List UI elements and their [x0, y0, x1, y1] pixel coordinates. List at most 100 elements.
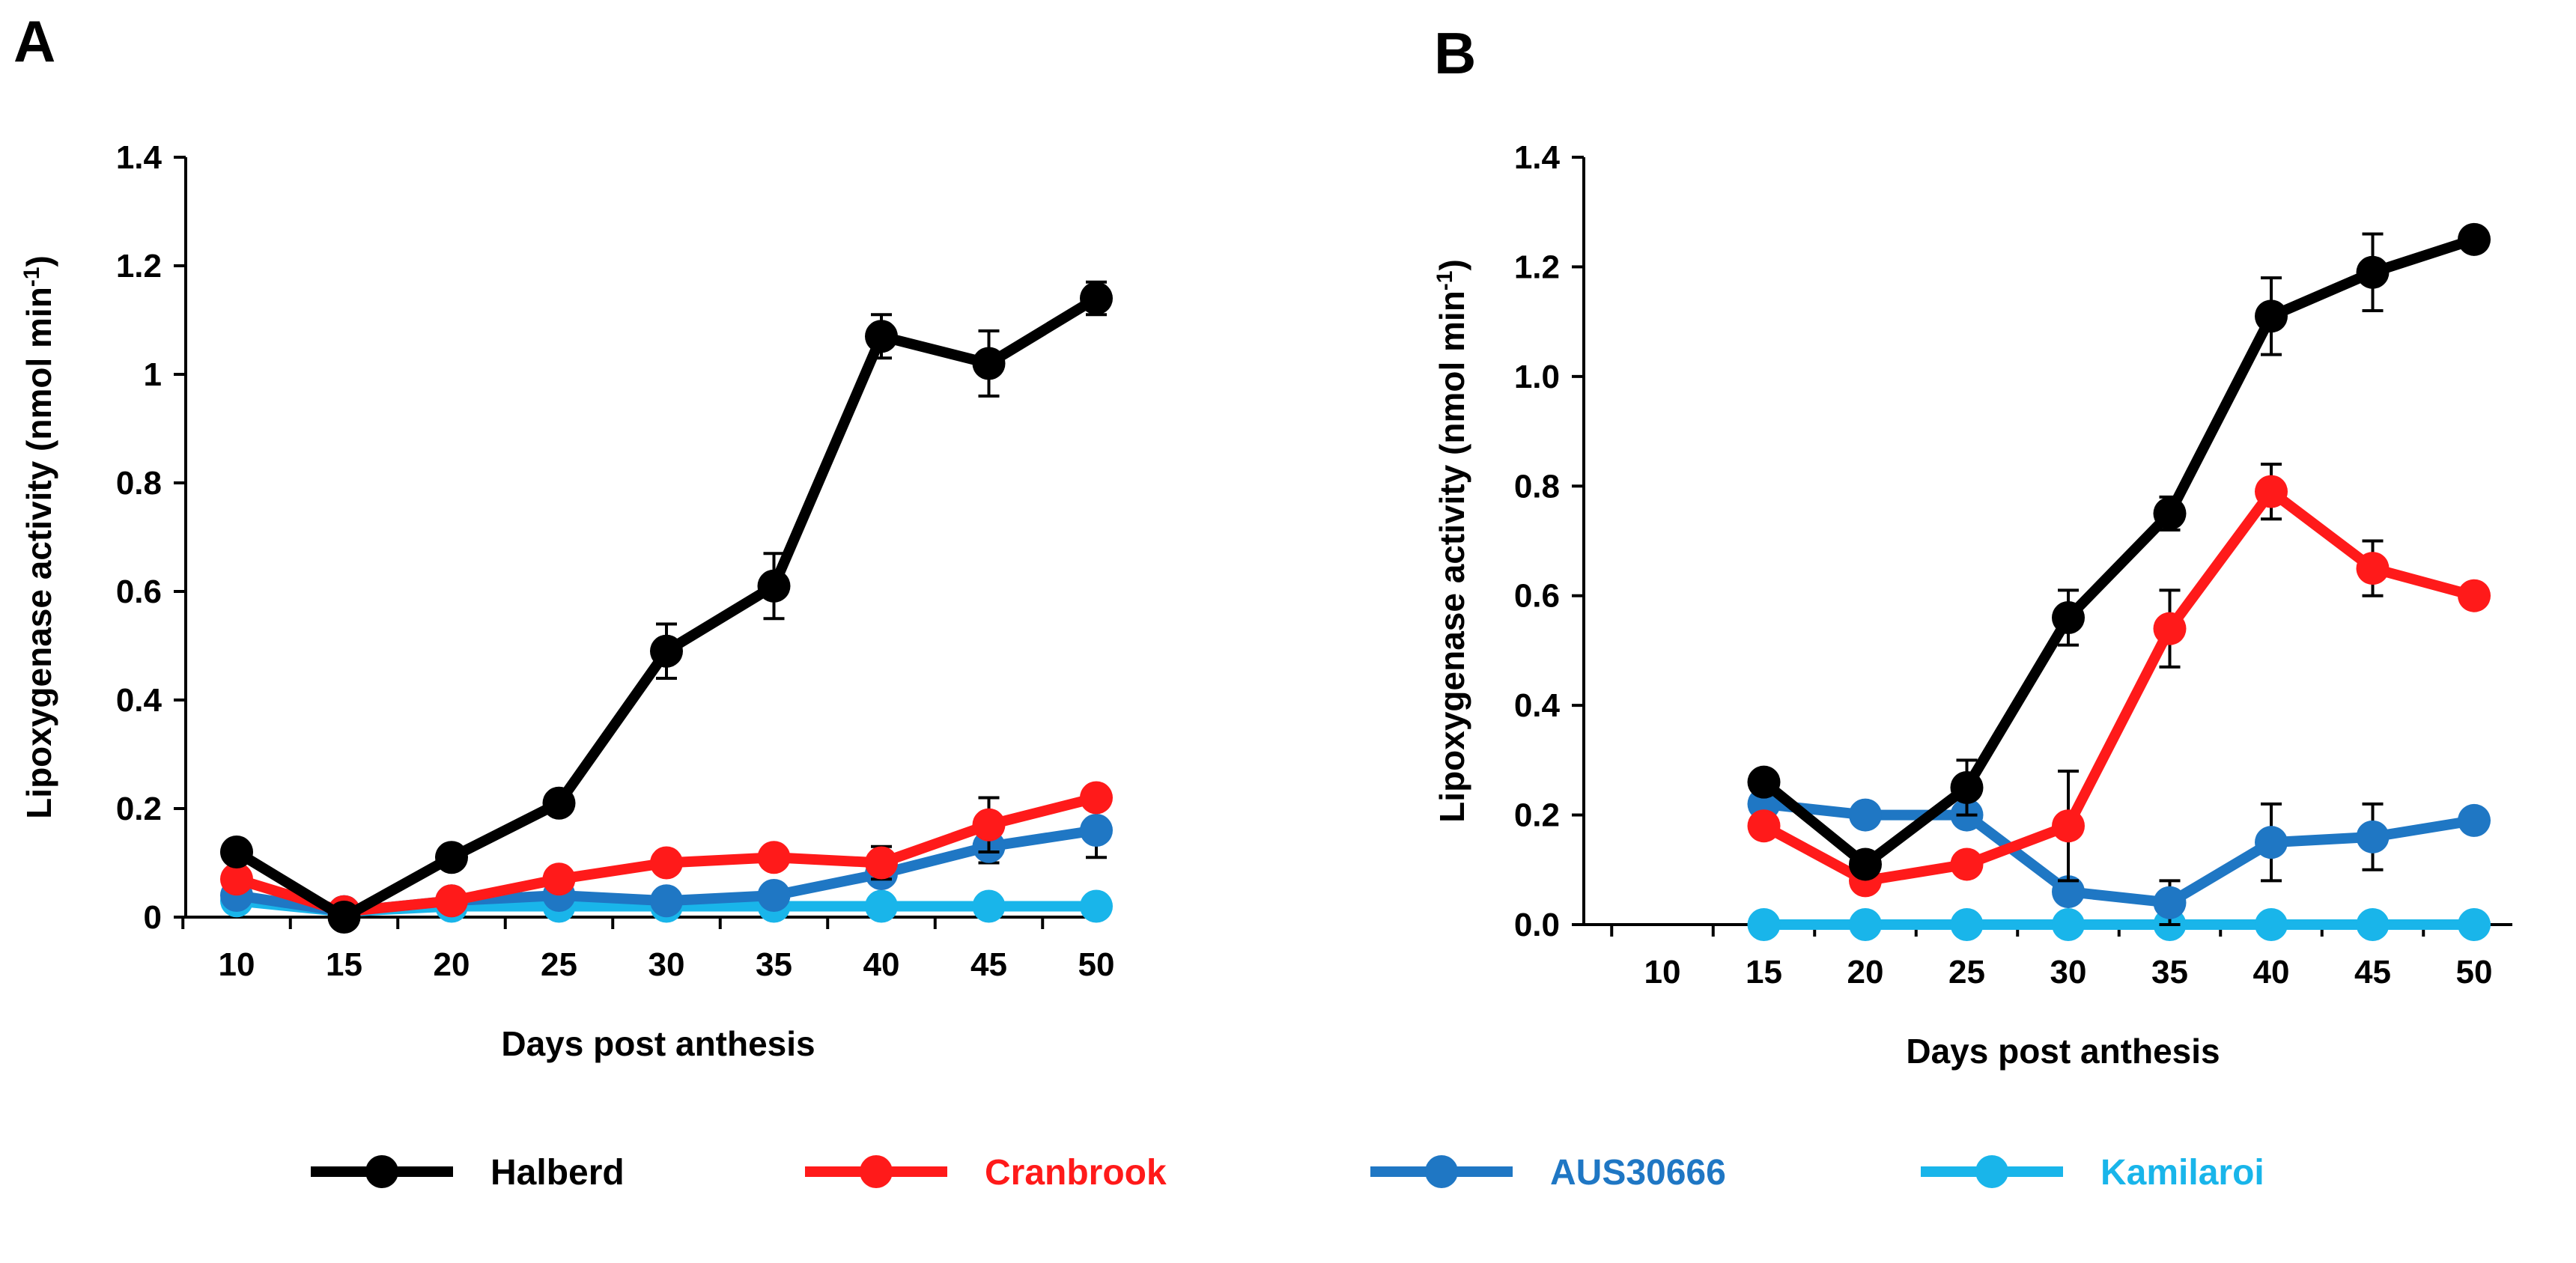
x-axis-title: Days post anthesis [1906, 1032, 2220, 1071]
x-tick-label: 50 [2456, 954, 2493, 990]
legend: Halberd Cranbrook AUS30666 Kamilaroi [311, 1153, 2264, 1193]
data-point [2458, 579, 2491, 612]
data-point [650, 846, 683, 880]
data-point [972, 347, 1006, 380]
data-point [650, 884, 683, 918]
data-point [757, 879, 791, 912]
y-tick-label: 0.0 [1514, 907, 1560, 943]
y-tick-label: 0.8 [116, 465, 162, 502]
legend-label: Cranbrook [985, 1153, 1167, 1193]
data-point [2153, 496, 2187, 530]
legend-marker [860, 1155, 893, 1188]
data-point [435, 884, 468, 918]
legend-item-cranbrook: Cranbrook [805, 1153, 1167, 1193]
data-point [1849, 908, 1882, 941]
y-tick-label: 1.2 [116, 248, 162, 284]
x-tick-label: 45 [2354, 954, 2391, 990]
data-point [220, 862, 253, 896]
data-point [2052, 601, 2085, 634]
x-tick-label: 25 [1948, 954, 1985, 990]
data-point [2052, 875, 2085, 909]
panel-letter: B [1434, 20, 1476, 86]
legend-marker [1425, 1155, 1458, 1188]
data-point [2356, 255, 2390, 289]
x-tick-label: 10 [219, 946, 255, 983]
series-cranbrook [220, 781, 1113, 928]
data-point [972, 889, 1006, 923]
data-point [435, 841, 468, 874]
legend-marker [1975, 1155, 2008, 1188]
y-axis-title-superscript: -1 [1433, 271, 1457, 291]
data-point [2153, 612, 2187, 645]
data-point [865, 889, 898, 923]
data-point [2458, 222, 2491, 256]
data-point [2458, 908, 2491, 941]
data-point [2052, 908, 2085, 941]
x-tick-label: 40 [863, 946, 900, 983]
data-point [1080, 281, 1113, 315]
data-point [650, 634, 683, 668]
legend-item-halberd: Halberd [311, 1153, 625, 1193]
data-point [865, 320, 898, 353]
data-point [2458, 803, 2491, 837]
series-aus30666 [1747, 787, 2491, 926]
x-axis-title: Days post anthesis [501, 1024, 815, 1063]
series-line [1761, 486, 2476, 886]
data-point [972, 808, 1006, 842]
y-axis-title-main: Lipoxygenase activity (nmol min [1433, 290, 1471, 823]
data-point [2255, 826, 2288, 859]
series-line [1763, 798, 2476, 908]
data-point [2356, 552, 2390, 585]
x-tick-label: 20 [434, 946, 470, 983]
chart-panel-a: A 0 0.2 0.4 0.6 0.8 1 1.2 1.4 10 15 20 25 30 35 40 45 50 D… [13, 8, 1114, 1063]
data-point [2356, 908, 2390, 941]
y-tick-label: 0.2 [1514, 797, 1560, 834]
x-tick-label: 20 [1847, 954, 1884, 990]
y-tick-label: 0.6 [1514, 578, 1560, 615]
y-tick-label: 0.6 [116, 573, 162, 610]
data-point [542, 786, 576, 820]
y-tick-label: 1.0 [1514, 359, 1560, 395]
data-point [1747, 908, 1781, 941]
data-point [327, 901, 361, 934]
legend-item-aus30666: AUS30666 [1370, 1153, 1726, 1193]
x-tick-label: 35 [2151, 954, 2188, 990]
y-axis-title: Lipoxygenase activity (nmol min-1) [19, 255, 59, 819]
y-tick-label: 1 [144, 356, 162, 393]
y-tick-label: 0.8 [1514, 468, 1560, 505]
data-point [1747, 765, 1781, 799]
series-kamilaroi [1747, 908, 2491, 941]
data-point [1080, 889, 1113, 923]
y-tick-label: 1.2 [1514, 249, 1560, 285]
data-point [1950, 847, 1984, 881]
y-axis-title-superscript: -1 [19, 267, 44, 287]
data-point [1080, 814, 1113, 847]
legend-label: AUS30666 [1550, 1153, 1726, 1193]
legend-item-kamilaroi: Kamilaroi [1921, 1153, 2264, 1193]
y-tick-label: 1.4 [1514, 139, 1561, 176]
y-axis-title: Lipoxygenase activity (nmol min-1) [1433, 259, 1472, 823]
legend-label: Halberd [490, 1153, 625, 1193]
y-axis-title-close: ) [19, 255, 58, 267]
data-point [220, 836, 253, 868]
data-point [2052, 809, 2085, 843]
data-point [1080, 781, 1113, 815]
data-point [2255, 475, 2288, 508]
panel-letter: A [13, 8, 55, 74]
y-axis-title-main: Lipoxygenase activity (nmol min [19, 287, 58, 819]
y-tick-label: 0.4 [116, 682, 162, 719]
y-tick-label: 1.4 [116, 139, 162, 176]
data-point [757, 569, 791, 603]
data-point [865, 846, 898, 880]
legend-marker [365, 1155, 398, 1188]
y-axis-title-close: ) [1433, 259, 1471, 270]
series-halberd [220, 280, 1113, 934]
series-line [234, 293, 1099, 922]
x-tick-label: 15 [1746, 954, 1782, 990]
x-tick-label: 30 [648, 946, 685, 983]
x-tick-label: 15 [326, 946, 362, 983]
data-point [2255, 908, 2288, 941]
data-point [1950, 908, 1984, 941]
y-tick-label: 0 [144, 899, 162, 936]
y-tick-label: 0.2 [116, 791, 162, 827]
